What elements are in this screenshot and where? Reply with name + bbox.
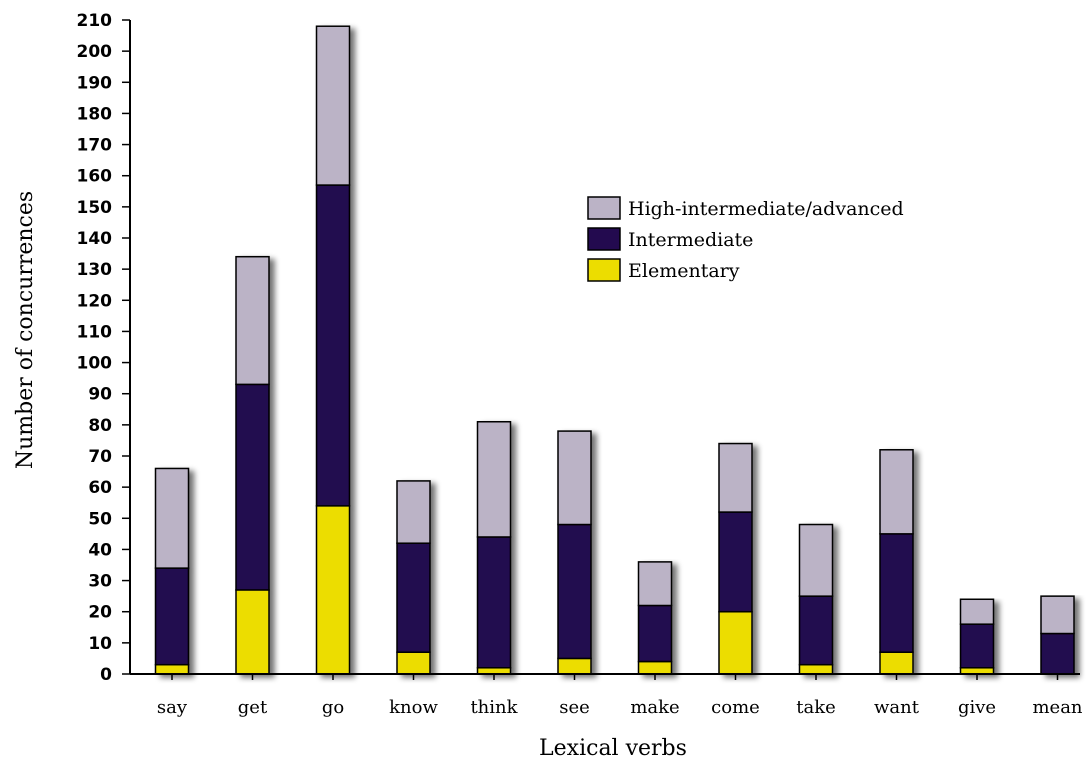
y-tick-label-160: 160 <box>77 167 113 187</box>
bar-say-elementary <box>154 663 190 675</box>
y-tick-label-70: 70 <box>88 447 112 467</box>
bar-stack-take <box>798 523 834 675</box>
x-tick-label-mean: mean <box>1032 697 1082 718</box>
y-tick-label-10: 10 <box>88 634 112 654</box>
bar-go-elementary <box>315 505 351 675</box>
y-tick-label-120: 120 <box>77 291 113 311</box>
bar-mean-intermediate <box>1040 632 1075 675</box>
bar-think-intermediate <box>476 536 512 669</box>
bar-go-intermediate <box>315 184 351 507</box>
y-tick-label-210: 210 <box>77 11 113 31</box>
bar-come-elementary <box>718 610 753 675</box>
x-tick-label-think: think <box>470 697 518 718</box>
bar-take-intermediate <box>798 595 834 666</box>
y-tick-label-80: 80 <box>88 416 112 436</box>
bar-know-intermediate <box>396 542 431 653</box>
bar-give-intermediate <box>959 623 995 669</box>
x-tick-label-take: take <box>796 697 836 718</box>
y-tick-label-50: 50 <box>88 509 112 529</box>
y-tick-label-130: 130 <box>77 260 113 280</box>
bar-make-elementary <box>637 660 673 675</box>
bar-take-elementary <box>798 663 834 675</box>
y-tick-label-200: 200 <box>77 42 113 62</box>
bar-give-high-intermediate-advanced <box>959 598 995 625</box>
bar-get-intermediate <box>235 383 270 591</box>
bar-see-intermediate <box>557 523 592 660</box>
bar-say-intermediate <box>154 567 190 666</box>
legend-label-intermediate: Intermediate <box>628 229 753 251</box>
y-tick-label-180: 180 <box>77 104 113 124</box>
bar-make-intermediate <box>637 604 673 663</box>
bar-see-high-intermediate-advanced <box>557 430 592 526</box>
x-tick-label-go: go <box>322 697 344 718</box>
bar-stack-think <box>476 420 512 675</box>
x-tick-label-come: come <box>711 697 760 718</box>
y-tick-label-190: 190 <box>77 73 113 93</box>
bar-get-elementary <box>235 589 270 675</box>
y-tick-label-90: 90 <box>88 385 112 405</box>
bar-stack-get <box>235 255 270 675</box>
bar-stack-give <box>959 598 995 675</box>
legend-swatch-high-intermediate-advanced <box>587 196 621 220</box>
x-axis-title: Lexical verbs <box>539 736 687 761</box>
bar-stack-make <box>637 561 673 675</box>
y-tick-label-110: 110 <box>77 322 113 342</box>
bar-say-high-intermediate-advanced <box>154 467 190 569</box>
y-axis-title: Number of concurrences <box>13 191 38 469</box>
bar-get-high-intermediate-advanced <box>235 255 270 386</box>
bar-stack-know <box>396 480 431 675</box>
y-tick-label-170: 170 <box>77 136 113 156</box>
x-tick-label-say: say <box>157 697 188 718</box>
y-tick-label-150: 150 <box>77 198 113 218</box>
y-tick-label-30: 30 <box>88 572 112 592</box>
legend-swatch-elementary <box>587 258 621 282</box>
x-tick-label-make: make <box>630 697 679 718</box>
bar-want-high-intermediate-advanced <box>879 449 914 535</box>
bar-make-high-intermediate-advanced <box>637 561 673 607</box>
bar-think-high-intermediate-advanced <box>476 420 512 538</box>
bar-come-intermediate <box>718 511 753 613</box>
bar-take-high-intermediate-advanced <box>798 523 834 597</box>
bar-come-high-intermediate-advanced <box>718 442 753 513</box>
bars-group <box>154 25 1075 675</box>
bar-stack-want <box>879 449 914 675</box>
x-tick-label-give: give <box>958 697 996 718</box>
bar-stack-go <box>315 25 351 675</box>
bar-stack-see <box>557 430 592 675</box>
y-tick-label-0: 0 <box>100 665 112 685</box>
y-tick-label-100: 100 <box>77 354 113 374</box>
bar-stack-mean <box>1040 595 1075 675</box>
bar-stack-come <box>718 442 753 675</box>
legend: High-intermediate/advanced Intermediate El… <box>587 196 904 282</box>
y-tick-label-40: 40 <box>88 540 112 560</box>
legend-swatch-intermediate <box>587 227 621 251</box>
y-tick-label-60: 60 <box>88 478 112 498</box>
x-tick-label-get: get <box>238 697 268 718</box>
axes-group <box>129 20 1080 675</box>
x-tick-label-want: want <box>874 697 920 718</box>
bar-go-high-intermediate-advanced <box>315 25 351 186</box>
x-tick-label-know: know <box>389 697 438 718</box>
ticks-group: say get go know think see make come take want give… <box>77 11 1083 718</box>
bar-know-high-intermediate-advanced <box>396 480 431 544</box>
bar-see-elementary <box>557 657 592 675</box>
x-tick-label-see: see <box>559 697 590 718</box>
y-tick-label-20: 20 <box>88 603 112 623</box>
bar-know-elementary <box>396 651 431 675</box>
y-tick-label-140: 140 <box>77 229 113 249</box>
legend-label-high-intermediate-advanced: High-intermediate/advanced <box>628 198 904 220</box>
legend-label-elementary: Elementary <box>628 260 740 282</box>
bar-want-intermediate <box>879 533 914 653</box>
bar-want-elementary <box>879 651 914 675</box>
bar-stack-say <box>154 467 190 675</box>
bar-mean-high-intermediate-advanced <box>1040 595 1075 635</box>
